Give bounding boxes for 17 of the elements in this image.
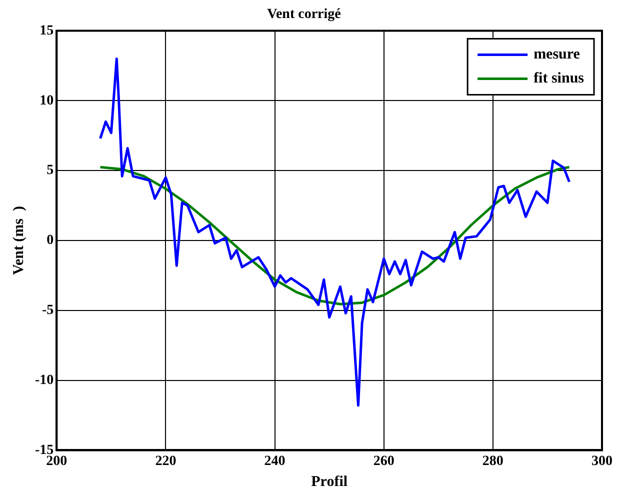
y-tick-label: -10 xyxy=(34,372,54,388)
x-tick-label: 280 xyxy=(482,454,504,470)
y-axis-title: Vent (ms ) xyxy=(10,206,27,276)
x-tick-label: 260 xyxy=(373,454,394,470)
x-tick-label: 200 xyxy=(46,454,68,470)
y-tick-label: 15 xyxy=(40,23,54,38)
y-tick-label: 10 xyxy=(40,93,54,108)
y-tick-label: 5 xyxy=(46,163,54,178)
x-axis-title: Profil xyxy=(311,474,348,490)
legend-label: mesure xyxy=(534,46,580,63)
legend-label: fit sinus xyxy=(534,70,584,87)
chart-title: Vent corrigé xyxy=(267,7,341,22)
x-tick-label: 300 xyxy=(592,454,612,470)
x-tick-label: 240 xyxy=(264,454,286,470)
y-tick-label: 0 xyxy=(46,233,54,248)
y-tick-label: -5 xyxy=(42,303,54,318)
x-tick-label: 220 xyxy=(155,454,176,470)
